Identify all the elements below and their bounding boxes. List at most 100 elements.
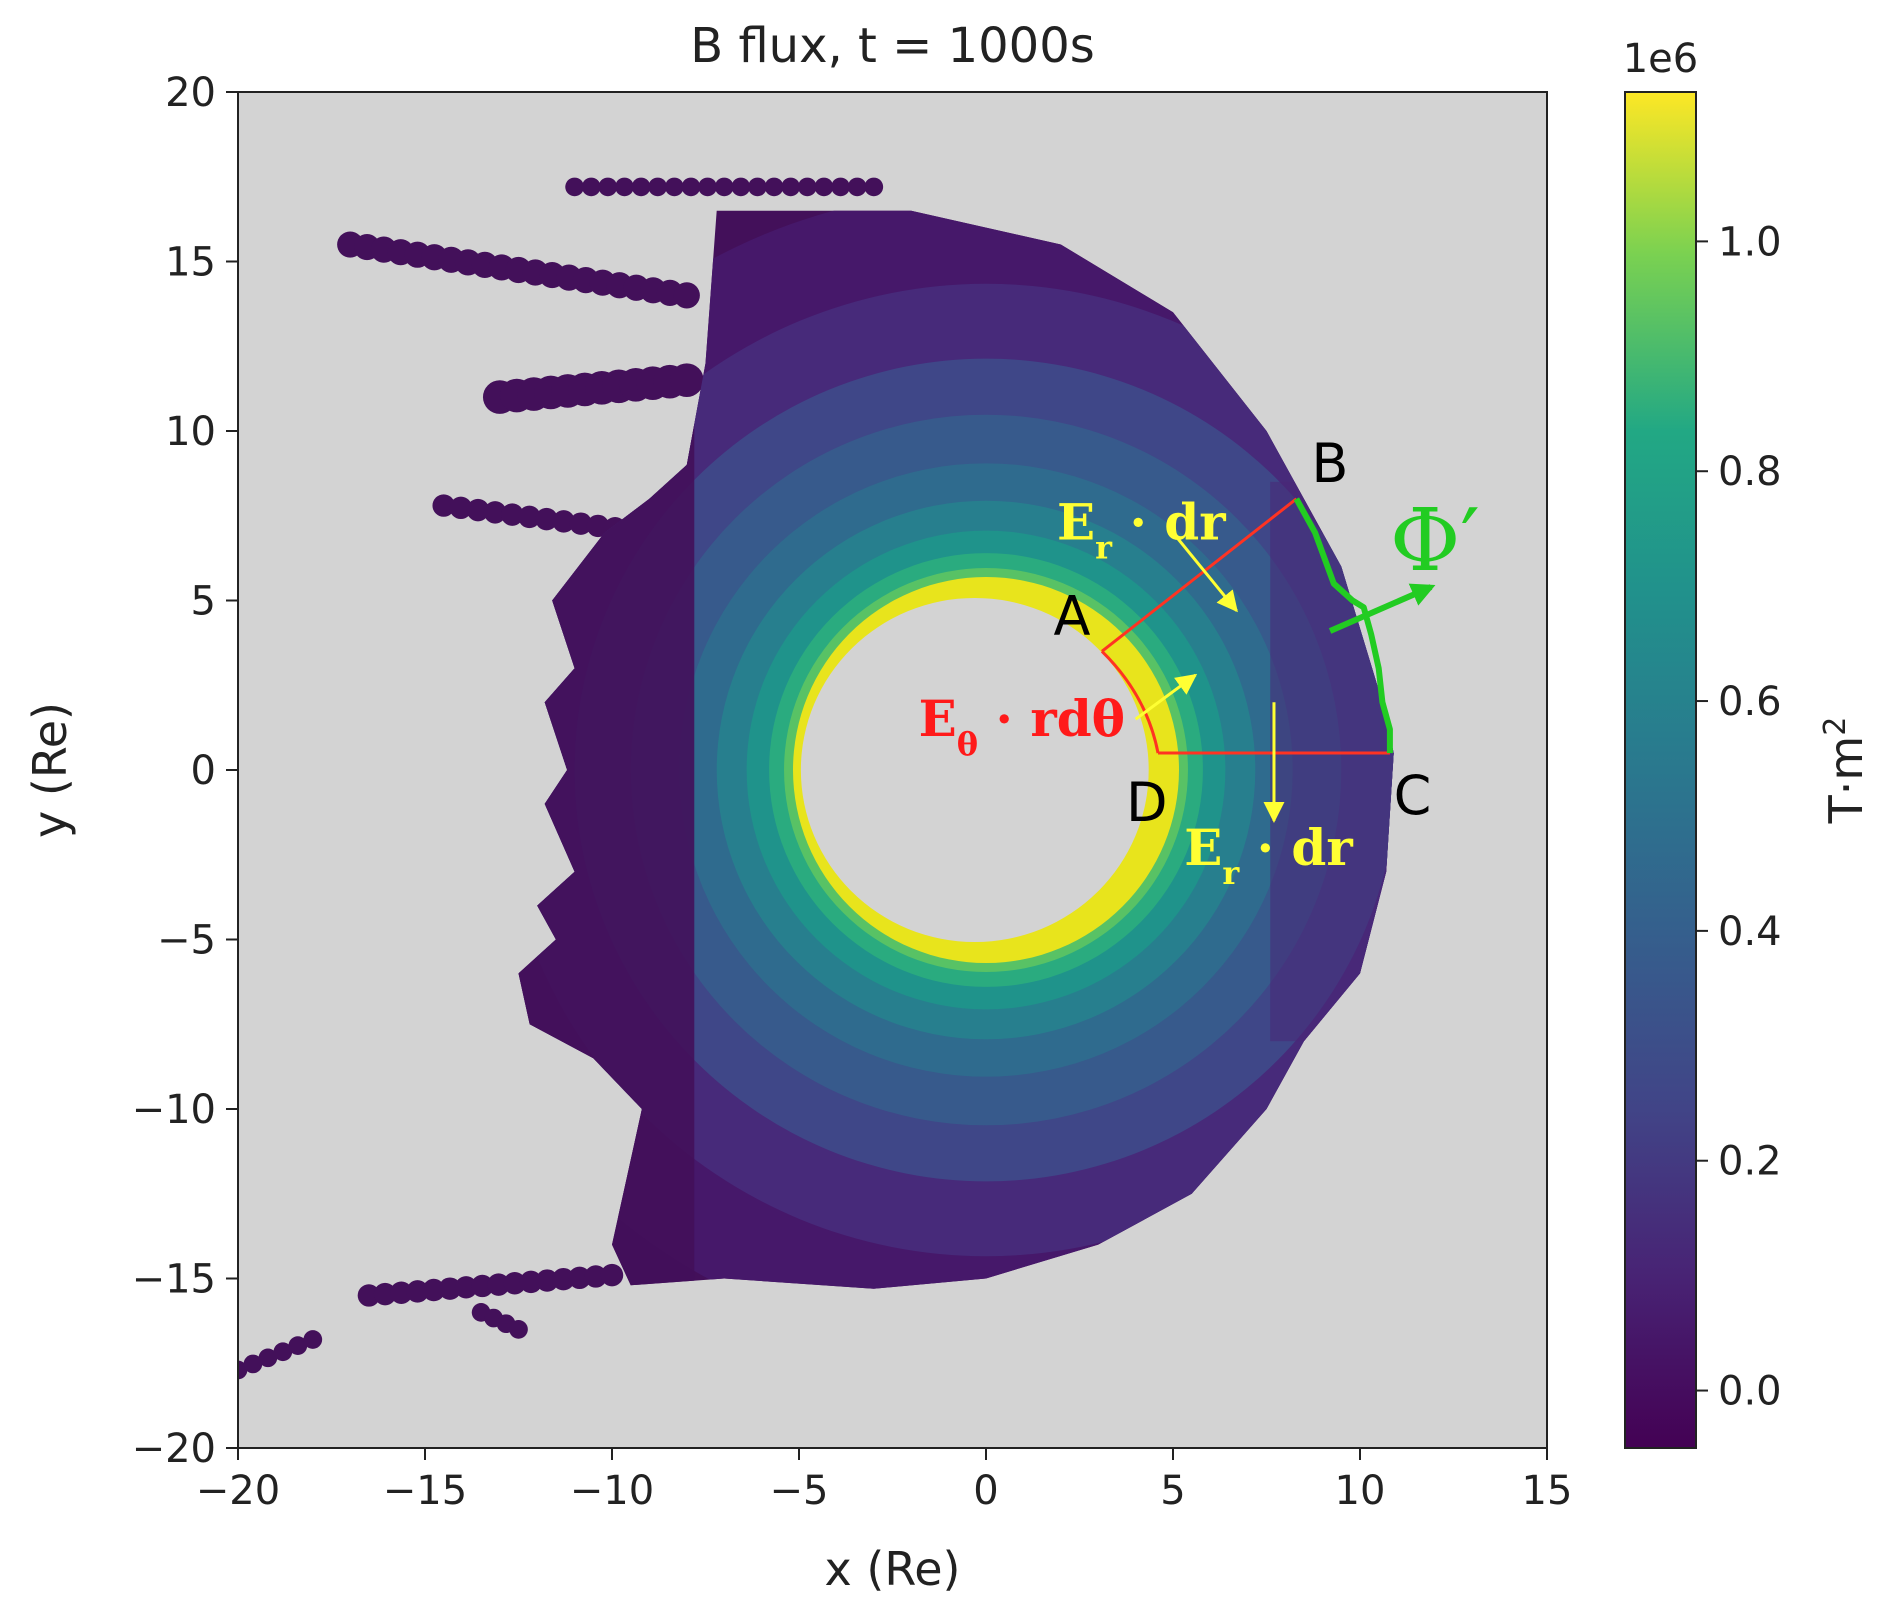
- flux-streak-dot: [581, 177, 601, 197]
- flux-streak-dot: [454, 1276, 478, 1299]
- colorbar-tick-label: 0.0: [1718, 1369, 1782, 1415]
- boundary-bc: [1293, 497, 1393, 754]
- y-tick-label: 15: [165, 240, 216, 286]
- formula-er-dr-bottom: Er · dr: [1184, 818, 1353, 892]
- flux-streak-dot: [847, 177, 867, 197]
- flux-streak-dot: [449, 496, 473, 520]
- flux-streak-dot: [483, 501, 507, 524]
- flux-streak-dot: [258, 1348, 278, 1368]
- colorbar-label-exp: 2: [1818, 717, 1853, 736]
- formula-rest: · dr: [1239, 818, 1353, 877]
- flux-streak-dot: [814, 177, 834, 197]
- flux-streak-dot: [552, 1267, 575, 1291]
- flux-streak-dot: [698, 177, 717, 197]
- flux-streak-dot: [731, 177, 751, 197]
- flux-streak-dot: [487, 1273, 510, 1296]
- flux-streak-dot: [600, 1263, 624, 1287]
- y-tick-label: 20: [165, 70, 216, 116]
- flux-streak-dot: [303, 1330, 323, 1349]
- x-tick-label: −5: [770, 1468, 829, 1514]
- y-axis-ticks: 20 15 10 5 0 −5 −10 −15 −20: [132, 70, 238, 1472]
- x-tick-label: 5: [1160, 1468, 1185, 1514]
- x-tick-label: 15: [1522, 1468, 1573, 1514]
- flux-streak-dot: [664, 177, 684, 197]
- y-tick-label: −20: [132, 1426, 216, 1472]
- arc-ad: [1100, 650, 1160, 754]
- flux-streak-dot: [568, 1266, 591, 1290]
- formula-main: E: [1057, 492, 1095, 551]
- x-axis-title: x (Re): [825, 1542, 961, 1596]
- colorbar-tick-label: 0.6: [1718, 679, 1782, 725]
- flux-streak-dot: [288, 1336, 308, 1355]
- flux-streak-dot: [422, 1278, 445, 1302]
- flux-streak-dot: [519, 1270, 543, 1294]
- flux-streak-dot: [584, 1265, 608, 1288]
- flux-streak-dot: [764, 177, 784, 197]
- phi-prime-label: Φ′: [1390, 491, 1480, 591]
- point-label-a: A: [1054, 584, 1091, 647]
- flux-streak-dot: [432, 494, 455, 517]
- flux-streak-dot: [569, 512, 593, 535]
- colorbar-tick-label: 1.0: [1718, 219, 1782, 265]
- formula-sub: r: [1222, 854, 1240, 892]
- colorbar-tick-label: 0.4: [1718, 909, 1782, 955]
- flux-streak-dot: [673, 282, 700, 309]
- formula-main: E: [919, 689, 957, 748]
- x-tick-label: 10: [1335, 1468, 1386, 1514]
- colorbar-ticks: 0.0 0.2 0.4 0.6 0.8 1.0: [1696, 219, 1782, 1415]
- x-tick-label: −10: [570, 1468, 654, 1514]
- colorbar-label-base: T·m: [1819, 736, 1873, 825]
- flux-streak-dot: [406, 1280, 429, 1303]
- flux-streak-dot: [631, 177, 651, 197]
- x-tick-label: 0: [973, 1468, 998, 1514]
- flux-streak-dot: [373, 1282, 397, 1306]
- point-label-b: B: [1311, 432, 1348, 495]
- flux-streak-dot: [864, 177, 884, 197]
- formula-sub: r: [1095, 528, 1113, 566]
- y-tick-label: 5: [191, 579, 216, 625]
- flux-streak-dot: [781, 177, 801, 197]
- flux-streak-dot: [598, 177, 618, 197]
- flux-streak-dot: [748, 177, 767, 197]
- formula-rest: · dr: [1112, 492, 1226, 551]
- point-label-d: D: [1126, 771, 1168, 834]
- flux-streak-dot: [466, 498, 490, 522]
- flux-streak-dot: [243, 1354, 263, 1374]
- flux-streak-dot: [535, 507, 558, 531]
- flux-streak-dot: [565, 177, 584, 197]
- colorbar-offset-text: 1e6: [1623, 36, 1699, 82]
- colorbar-label: T·m2: [1818, 717, 1874, 825]
- formula-rest: · rdθ: [978, 689, 1125, 748]
- chart-title: B flux, t = 1000s: [690, 18, 1094, 74]
- flux-streak-dot: [586, 514, 610, 538]
- er-top-arrow: [1171, 531, 1238, 613]
- y-axis-title: y (Re): [23, 702, 77, 838]
- formula-etheta: Eθ · rdθ: [919, 689, 1125, 763]
- flux-streak-dot: [273, 1342, 293, 1362]
- flux-streak-dot: [501, 503, 524, 526]
- inner-boundary-hole: [800, 597, 1149, 943]
- flux-streak-dot: [615, 177, 634, 197]
- flux-streak-dot: [390, 1281, 413, 1304]
- flux-streak-dot: [669, 363, 704, 397]
- flux-streak-dot: [681, 177, 701, 197]
- flux-streak-dot: [648, 177, 668, 197]
- formula-main: E: [1184, 818, 1222, 877]
- flux-streak-dot: [714, 177, 734, 197]
- y-tick-label: −15: [132, 1257, 216, 1303]
- flux-streak-dot: [518, 505, 541, 529]
- formula-sub: θ: [957, 725, 978, 763]
- y-tick-label: 0: [191, 748, 216, 794]
- flux-streak-dot: [503, 1272, 526, 1295]
- flux-streak-dot: [831, 177, 850, 197]
- x-axis-ticks: −20 −15 −10 −5 0 5 10 15: [196, 1448, 1573, 1514]
- colorbar-tick-label: 0.8: [1718, 449, 1782, 495]
- flux-streak-dot: [471, 1274, 494, 1298]
- flux-streak-dot: [552, 510, 575, 533]
- x-tick-label: −20: [196, 1468, 280, 1514]
- flux-streak-dot: [797, 177, 817, 197]
- y-tick-label: −5: [157, 918, 216, 964]
- flux-normal-arrow: [1328, 583, 1436, 634]
